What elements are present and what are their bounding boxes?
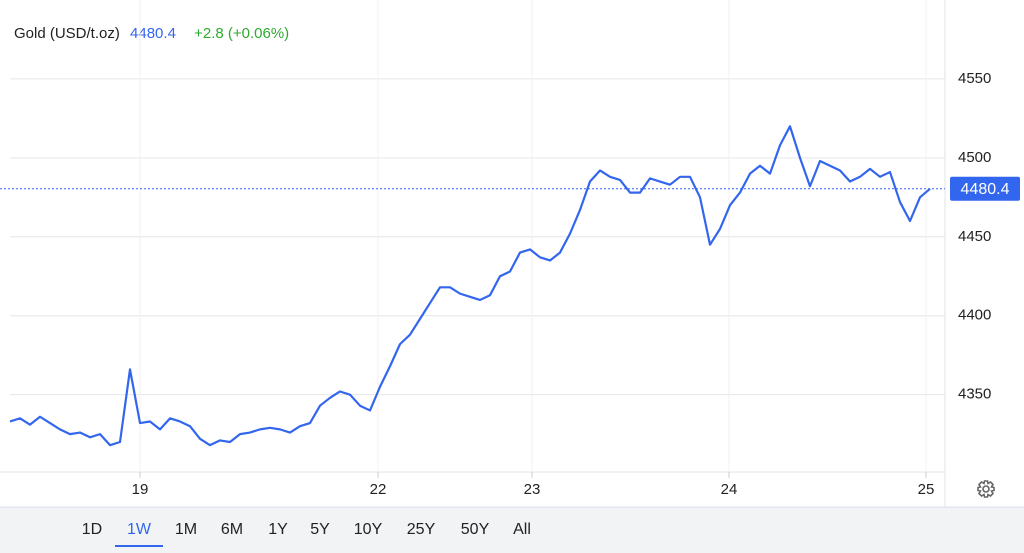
y-tick-label: 4500 (958, 149, 991, 166)
x-tick-label: 23 (524, 481, 541, 498)
range-button[interactable]: 1W (127, 521, 152, 538)
range-button[interactable]: 6M (221, 521, 243, 538)
x-tick-label: 19 (132, 481, 149, 498)
x-tick-label: 25 (918, 481, 935, 498)
x-tick-label: 22 (370, 481, 387, 498)
price-change: +2.8 (+0.06%) (194, 25, 289, 42)
range-button[interactable]: 1Y (268, 521, 288, 538)
range-button[interactable]: 5Y (310, 521, 330, 538)
instrument-title: Gold (USD/t.oz) (14, 25, 120, 42)
range-button[interactable]: 1M (175, 521, 197, 538)
range-button[interactable]: 50Y (461, 521, 490, 538)
range-button[interactable]: 10Y (354, 521, 383, 538)
y-tick-label: 4400 (958, 307, 991, 324)
price-line (9, 125, 931, 447)
range-button[interactable]: All (513, 521, 531, 538)
last-price-label: 4480.4 (961, 181, 1010, 198)
header: Gold (USD/t.oz) 4480.4 +2.8 (+0.06%) (14, 25, 289, 42)
y-tick-label: 4450 (958, 228, 991, 245)
range-button[interactable]: 1D (82, 521, 102, 538)
settings-icon[interactable] (977, 480, 995, 498)
x-tick-label: 24 (721, 481, 738, 498)
last-price: 4480.4 (130, 25, 176, 42)
y-tick-label: 4550 (958, 70, 991, 87)
range-bar (0, 507, 1024, 553)
y-tick-label: 4350 (958, 386, 991, 403)
range-button[interactable]: 25Y (407, 521, 436, 538)
last-price-box (950, 176, 1020, 201)
